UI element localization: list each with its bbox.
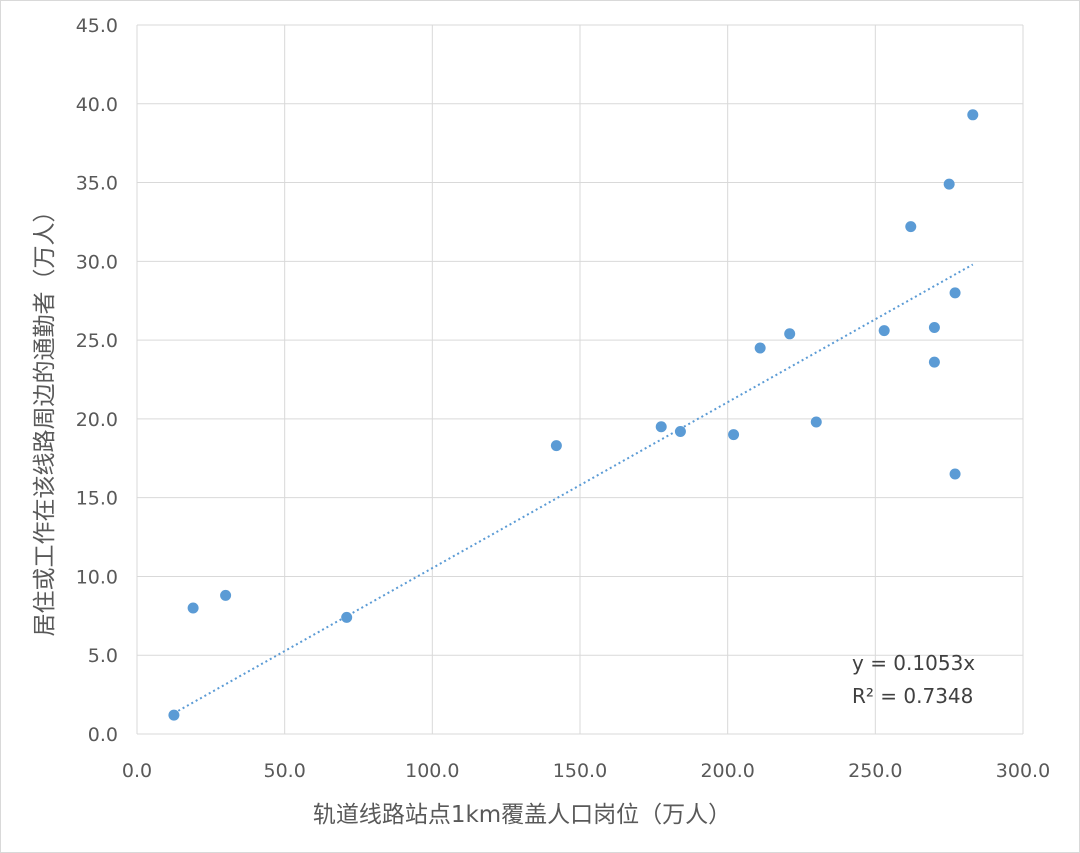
x-tick-labels: 0.0 50.0 100.0 150.0 200.0 250.0 300.0: [122, 760, 1050, 782]
x-tick-label: 200.0: [700, 760, 754, 782]
data-point: [810, 416, 822, 428]
x-tick-label: 250.0: [848, 760, 902, 782]
data-point: [905, 221, 917, 233]
x-tick-label: 100.0: [405, 760, 459, 782]
y-tick-label: 45.0: [76, 15, 118, 37]
data-point: [967, 109, 979, 121]
y-tick-label: 30.0: [76, 251, 118, 273]
r-squared-label: R² = 0.7348: [852, 684, 973, 708]
y-tick-label: 20.0: [76, 409, 118, 431]
data-point: [878, 325, 890, 337]
data-point: [341, 611, 353, 623]
data-point: [220, 589, 232, 601]
data-point: [550, 440, 562, 452]
x-tick-label: 50.0: [264, 760, 306, 782]
y-tick-label: 25.0: [76, 330, 118, 352]
data-point: [784, 328, 796, 340]
x-tick-label: 300.0: [996, 760, 1050, 782]
data-point: [949, 287, 961, 299]
data-points: [168, 109, 979, 721]
x-axis-title: 轨道线路站点1km覆盖人口岗位（万人）: [313, 802, 731, 828]
x-tick-label: 150.0: [553, 760, 607, 782]
data-point: [655, 421, 667, 433]
trendline: [173, 263, 974, 715]
data-point: [168, 709, 180, 721]
data-point: [928, 322, 940, 334]
data-point: [187, 602, 199, 614]
data-point: [949, 468, 961, 480]
y-tick-label: 15.0: [76, 488, 118, 510]
data-point: [728, 429, 740, 441]
trendline-equation: y = 0.1053x: [852, 651, 975, 675]
y-tick-label: 0.0: [88, 724, 118, 746]
x-tick-label: 0.0: [122, 760, 152, 782]
y-tick-labels: 0.0 5.0 10.0 15.0 20.0 25.0 30.0 35.0 40.0 45.0: [76, 15, 118, 746]
data-point: [943, 178, 955, 190]
data-point: [928, 356, 940, 368]
y-tick-label: 35.0: [76, 173, 118, 195]
y-axis-title: 居住或工作在该线路周边的通勤者（万人）: [32, 200, 58, 637]
y-tick-label: 5.0: [88, 645, 118, 667]
y-tick-label: 40.0: [76, 94, 118, 116]
data-point: [754, 342, 766, 354]
grid-lines: [136, 24, 1024, 735]
data-point: [674, 425, 686, 437]
y-tick-label: 10.0: [76, 566, 118, 588]
